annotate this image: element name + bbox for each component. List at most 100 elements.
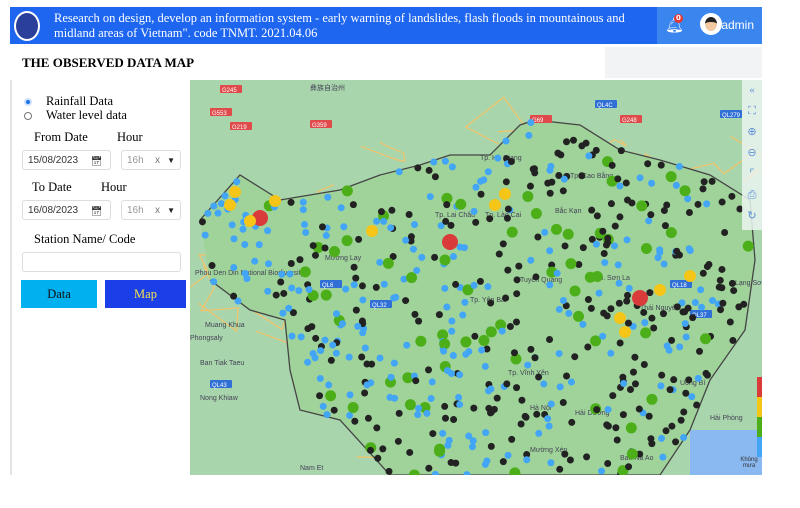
station-marker[interactable] bbox=[553, 269, 561, 277]
station-marker[interactable] bbox=[447, 221, 455, 229]
station-marker[interactable] bbox=[616, 339, 624, 347]
station-marker[interactable] bbox=[441, 157, 449, 165]
station-marker[interactable] bbox=[680, 433, 688, 441]
station-marker[interactable] bbox=[702, 369, 710, 377]
station-marker[interactable] bbox=[593, 406, 601, 414]
station-marker[interactable] bbox=[470, 404, 478, 412]
station-marker[interactable] bbox=[302, 228, 310, 236]
station-marker[interactable] bbox=[359, 296, 367, 304]
station-marker[interactable] bbox=[429, 430, 437, 438]
station-marker[interactable] bbox=[337, 204, 345, 212]
station-marker[interactable] bbox=[413, 267, 421, 275]
station-marker[interactable] bbox=[299, 198, 307, 206]
station-marker[interactable] bbox=[350, 263, 358, 271]
station-marker[interactable] bbox=[493, 394, 501, 402]
station-marker[interactable] bbox=[569, 285, 581, 297]
station-marker[interactable] bbox=[391, 394, 399, 402]
refresh-icon[interactable]: ↻ bbox=[747, 210, 757, 222]
user-name[interactable]: admin bbox=[721, 18, 754, 32]
station-marker[interactable] bbox=[547, 400, 555, 408]
station-marker[interactable] bbox=[523, 450, 531, 458]
station-marker[interactable] bbox=[327, 356, 335, 364]
station-marker[interactable] bbox=[728, 192, 736, 200]
station-marker[interactable] bbox=[230, 263, 238, 271]
station-marker[interactable] bbox=[693, 401, 701, 409]
station-marker[interactable] bbox=[456, 400, 464, 408]
station-marker[interactable] bbox=[447, 459, 455, 467]
station-marker[interactable] bbox=[691, 299, 699, 307]
station-marker[interactable] bbox=[355, 235, 363, 243]
station-marker[interactable] bbox=[717, 306, 725, 314]
station-marker[interactable] bbox=[409, 245, 417, 253]
data-button[interactable]: Data bbox=[21, 280, 97, 308]
station-marker[interactable] bbox=[330, 406, 338, 414]
station-marker[interactable] bbox=[405, 211, 413, 219]
station-marker[interactable] bbox=[521, 412, 529, 420]
station-marker[interactable] bbox=[406, 272, 418, 284]
station-marker[interactable] bbox=[523, 456, 531, 464]
station-marker[interactable] bbox=[703, 263, 711, 271]
station-marker[interactable] bbox=[631, 353, 639, 361]
station-marker[interactable] bbox=[525, 131, 533, 139]
station-marker[interactable] bbox=[622, 179, 630, 187]
station-marker[interactable] bbox=[415, 335, 427, 347]
station-marker[interactable] bbox=[600, 249, 608, 257]
station-marker[interactable] bbox=[694, 200, 702, 208]
station-marker[interactable] bbox=[301, 221, 309, 229]
station-marker[interactable] bbox=[565, 309, 573, 317]
station-marker[interactable] bbox=[322, 232, 330, 240]
station-marker[interactable] bbox=[358, 282, 366, 290]
station-marker[interactable] bbox=[332, 349, 340, 357]
station-marker[interactable] bbox=[385, 467, 393, 475]
station-marker[interactable] bbox=[583, 453, 591, 461]
station-marker[interactable] bbox=[324, 193, 332, 201]
station-marker[interactable] bbox=[607, 305, 615, 313]
station-marker[interactable] bbox=[328, 246, 340, 258]
station-marker[interactable] bbox=[662, 427, 670, 435]
station-marker[interactable] bbox=[349, 201, 357, 209]
station-marker[interactable] bbox=[204, 209, 212, 217]
station-marker[interactable] bbox=[255, 241, 263, 249]
station-marker[interactable] bbox=[716, 276, 724, 284]
clear-icon[interactable]: x bbox=[155, 155, 160, 166]
station-marker[interactable] bbox=[502, 178, 510, 186]
station-marker[interactable] bbox=[312, 334, 320, 342]
station-marker[interactable] bbox=[696, 347, 704, 355]
station-marker[interactable] bbox=[562, 228, 574, 240]
station-marker[interactable] bbox=[431, 173, 439, 181]
station-marker[interactable] bbox=[364, 414, 372, 422]
station-marker[interactable] bbox=[548, 178, 556, 186]
chevron-down-icon[interactable]: ▼ bbox=[167, 206, 175, 215]
station-marker[interactable] bbox=[442, 217, 450, 225]
station-marker[interactable] bbox=[518, 396, 526, 404]
station-marker[interactable] bbox=[647, 211, 655, 219]
station-marker[interactable] bbox=[640, 308, 648, 316]
station-marker[interactable] bbox=[361, 344, 369, 352]
station-marker[interactable] bbox=[640, 361, 648, 369]
station-marker-moderate[interactable] bbox=[366, 225, 378, 237]
station-marker[interactable] bbox=[403, 341, 411, 349]
station-marker[interactable] bbox=[729, 336, 737, 344]
station-marker[interactable] bbox=[414, 164, 422, 172]
station-marker[interactable] bbox=[624, 291, 632, 299]
station-marker[interactable] bbox=[527, 119, 535, 127]
station-marker[interactable] bbox=[456, 371, 464, 379]
station-marker[interactable] bbox=[394, 437, 402, 445]
station-marker[interactable] bbox=[389, 253, 397, 261]
station-marker[interactable] bbox=[546, 189, 554, 197]
station-marker[interactable] bbox=[415, 404, 423, 412]
station-marker[interactable] bbox=[459, 311, 467, 319]
station-marker[interactable] bbox=[619, 373, 627, 381]
collapse-icon[interactable]: « bbox=[749, 84, 755, 96]
station-marker[interactable] bbox=[402, 372, 414, 384]
station-marker[interactable] bbox=[718, 198, 726, 206]
station-marker[interactable] bbox=[631, 380, 639, 388]
station-marker[interactable] bbox=[395, 168, 403, 176]
station-marker[interactable] bbox=[448, 163, 456, 171]
station-marker[interactable] bbox=[388, 206, 396, 214]
station-marker[interactable] bbox=[700, 178, 708, 186]
station-marker[interactable] bbox=[624, 319, 632, 327]
station-marker[interactable] bbox=[682, 333, 690, 341]
station-marker[interactable] bbox=[679, 185, 691, 197]
